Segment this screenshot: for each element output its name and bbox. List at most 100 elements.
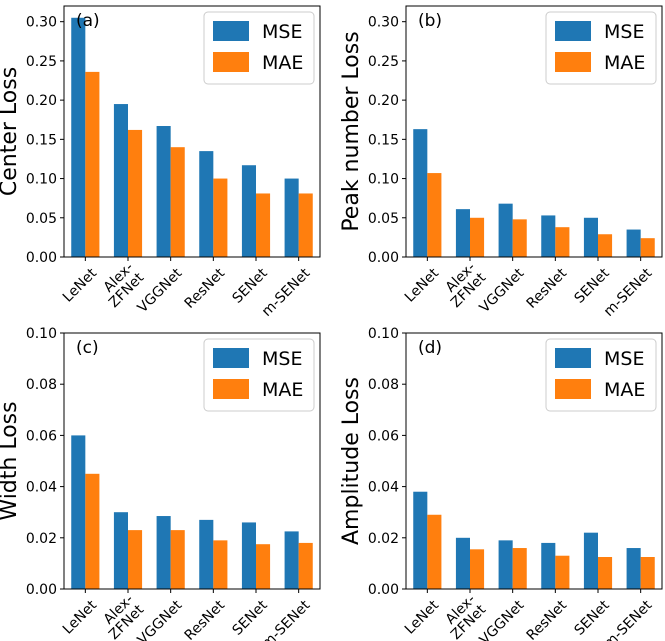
- legend-label-mae: MAE: [262, 379, 303, 401]
- bar-mae-resnet: [213, 178, 228, 257]
- bar-mse-lenet: [71, 17, 86, 257]
- bar-mse-alex-zfnet: [113, 104, 128, 257]
- bar-mae-senet: [256, 193, 271, 257]
- x-tick-label-line: VGGNet: [135, 597, 186, 641]
- bar-mse-alex-zfnet: [113, 512, 128, 589]
- bar-mse-senet: [583, 532, 598, 589]
- axes-frame: [405, 5, 663, 258]
- bar-mae-lenet: [85, 473, 100, 589]
- y-tick-label: 0.25: [368, 54, 399, 70]
- panel-label: (d): [418, 338, 442, 358]
- x-tick-label-line: VGGNet: [477, 265, 528, 316]
- bar-mae-senet: [256, 544, 271, 589]
- legend-label-mae: MAE: [604, 379, 645, 401]
- bar-mae-resnet: [555, 555, 570, 589]
- bar-mae-senet: [598, 557, 613, 589]
- legend-label-mse: MSE: [604, 348, 644, 370]
- legend-label-mae: MAE: [262, 52, 303, 74]
- x-tick-label-line: m-SENet: [601, 597, 656, 641]
- bar-mae-vggnet: [170, 147, 185, 257]
- x-tick-label-line: SENet: [230, 265, 272, 307]
- y-tick-label: 0.04: [26, 480, 57, 496]
- bar-mse-alex-zfnet: [455, 209, 470, 257]
- bar-mse-senet: [583, 217, 598, 257]
- x-tick-label-line: ResNet: [524, 597, 571, 641]
- x-tick-label-vggnet: VGGNet: [135, 597, 186, 641]
- x-tick-label-line: LeNet: [402, 597, 442, 637]
- bar-mae-lenet: [427, 514, 442, 589]
- bar-mae-resnet: [555, 227, 570, 257]
- x-tick-label-senet: SENet: [230, 265, 272, 307]
- x-tick-label-resnet: ResNet: [524, 265, 571, 312]
- y-tick-label: 0.30: [26, 15, 57, 31]
- bar-mae-alex-zfnet: [128, 530, 143, 589]
- x-tick-label-senet: SENet: [572, 597, 614, 639]
- y-axis-label: Amplitude Loss: [339, 377, 364, 545]
- x-tick-label-line: m-SENet: [259, 597, 314, 641]
- x-tick-label-m-senet: m-SENet: [259, 597, 314, 641]
- bar-mse-lenet: [413, 491, 428, 589]
- bar-mse-vggnet: [498, 203, 513, 257]
- y-tick-label: 0.10: [26, 326, 57, 342]
- x-tick-label-vggnet: VGGNet: [135, 265, 186, 316]
- bar-mse-m-senet: [626, 548, 641, 589]
- bar-mae-m-senet: [298, 542, 313, 589]
- x-tick-label-line: LeNet: [402, 265, 442, 305]
- bar-mse-lenet: [413, 129, 428, 257]
- y-tick-label: 0.05: [368, 211, 399, 227]
- bar-mae-alex-zfnet: [470, 217, 485, 257]
- x-tick-label-line: ResNet: [524, 265, 571, 312]
- y-axis-label: Peak number Loss: [339, 31, 364, 231]
- legend-label-mse: MSE: [604, 21, 644, 43]
- legend-swatch-mse: [213, 348, 249, 368]
- y-tick-label: 0.00: [368, 250, 399, 266]
- y-tick-label: 0.00: [26, 582, 57, 598]
- panel-label: (c): [76, 338, 99, 358]
- axes-frame: [63, 5, 321, 258]
- bar-mae-lenet: [427, 173, 442, 257]
- bar-mse-resnet: [199, 151, 214, 257]
- x-tick-label-line: SENet: [572, 265, 614, 307]
- y-tick-label: 0.15: [26, 132, 57, 148]
- x-tick-label-lenet: LeNet: [60, 597, 100, 637]
- legend-swatch-mae: [213, 379, 249, 399]
- legend-label-mse: MSE: [262, 21, 302, 43]
- x-tick-label-lenet: LeNet: [60, 265, 100, 305]
- legend-label-mae: MAE: [604, 52, 645, 74]
- legend-swatch-mae: [555, 52, 591, 72]
- y-axis-label: Center Loss: [0, 67, 22, 196]
- y-tick-label: 0.02: [368, 531, 399, 547]
- x-tick-label-resnet: ResNet: [182, 597, 229, 641]
- x-tick-label-vggnet: VGGNet: [477, 597, 528, 641]
- panel-label: (a): [76, 11, 100, 31]
- axes-frame: [63, 332, 321, 590]
- y-tick-label: 0.10: [26, 172, 57, 188]
- bar-mae-senet: [598, 234, 613, 257]
- y-tick-label: 0.02: [26, 531, 57, 547]
- y-axis-label: Width Loss: [0, 401, 22, 520]
- x-tick-label-senet: SENet: [230, 597, 272, 639]
- legend-swatch-mse: [555, 348, 591, 368]
- x-tick-label-lenet: LeNet: [402, 265, 442, 305]
- y-tick-label: 0.08: [26, 377, 57, 393]
- bar-mae-m-senet: [640, 557, 655, 589]
- bar-mse-resnet: [199, 519, 214, 589]
- bar-mae-lenet: [85, 71, 100, 257]
- bar-mse-vggnet: [498, 540, 513, 589]
- x-tick-label-line: VGGNet: [477, 597, 528, 641]
- bar-mse-m-senet: [284, 178, 299, 257]
- y-tick-label: 0.15: [368, 132, 399, 148]
- bar-mse-senet: [241, 165, 256, 257]
- bar-mae-vggnet: [512, 548, 527, 589]
- bar-mae-resnet: [213, 540, 228, 589]
- bar-mse-alex-zfnet: [455, 537, 470, 589]
- x-tick-label-resnet: ResNet: [182, 265, 229, 312]
- bar-mae-vggnet: [170, 530, 185, 589]
- x-tick-label-m-senet: m-SENet: [601, 597, 656, 641]
- panel-label: (b): [418, 11, 442, 31]
- legend-swatch-mse: [555, 21, 591, 41]
